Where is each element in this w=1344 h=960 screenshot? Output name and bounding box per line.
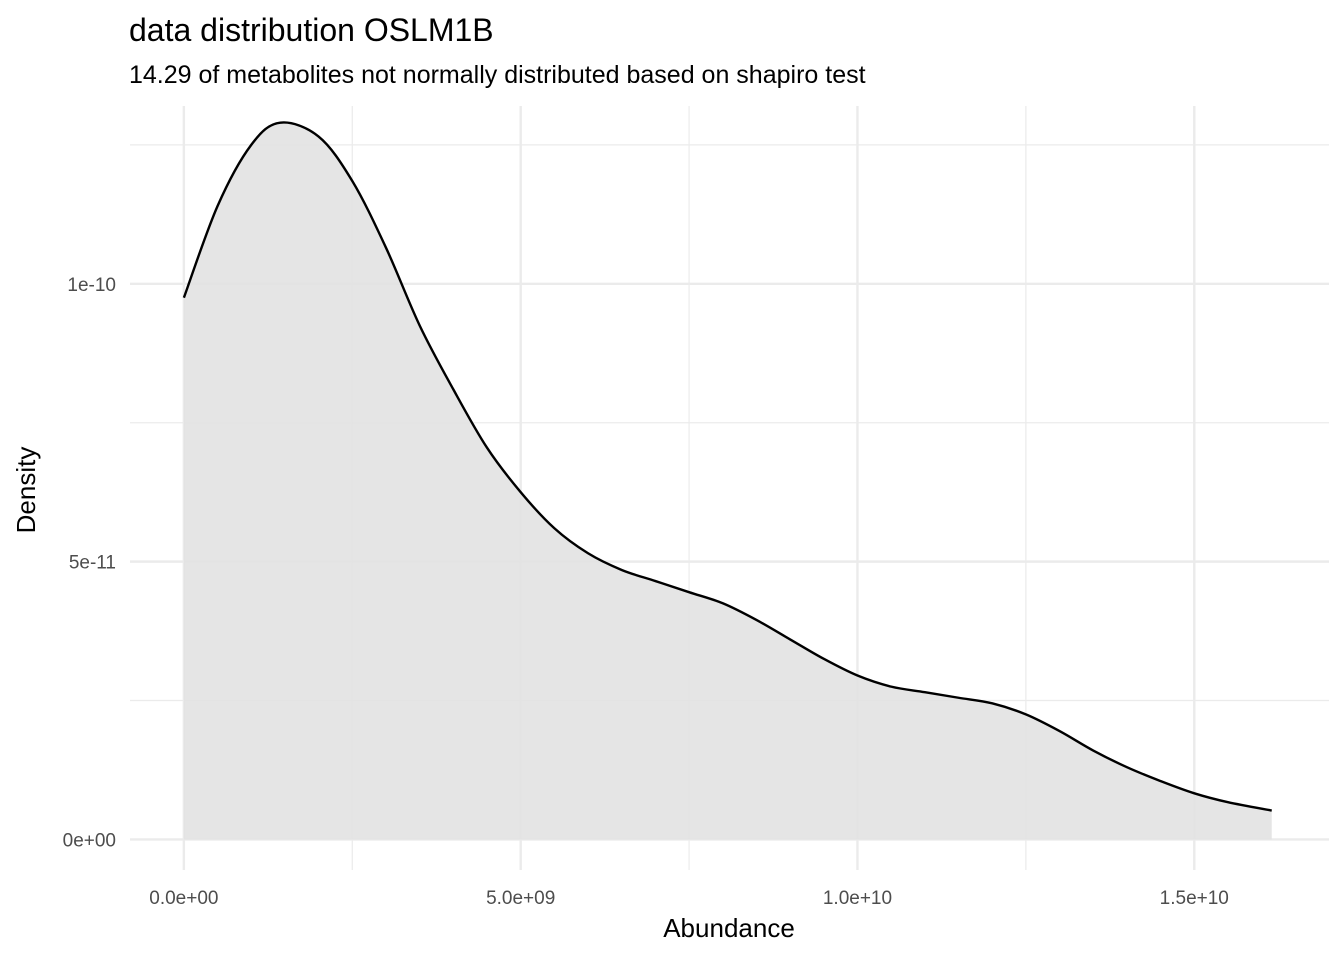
y-tick-label-0: 0e+00 (63, 830, 116, 851)
density-area (183, 122, 1272, 840)
tick-label-layer: 0.0e+00 5.0e+09 1.0e+10 1.5e+10 0e+00 5e-11 1e… (63, 275, 1229, 909)
x-tick-label-0: 0.0e+00 (149, 888, 218, 909)
x-tick-label-3: 1.5e+10 (1160, 888, 1229, 909)
y-tick-label-2: 1e-10 (67, 275, 116, 296)
x-axis-title: Abundance (663, 913, 795, 943)
chart-title: data distribution OSLM1B (129, 12, 494, 48)
x-tick-label-1: 5.0e+09 (486, 888, 555, 909)
x-tick-label-2: 1.0e+10 (823, 888, 892, 909)
y-axis-title: Density (11, 447, 41, 534)
chart-subtitle: 14.29 of metabolites not normally distri… (129, 61, 866, 89)
y-tick-label-1: 5e-11 (69, 553, 116, 574)
density-line (182, 121, 1272, 812)
density-area-layer (182, 121, 1272, 840)
